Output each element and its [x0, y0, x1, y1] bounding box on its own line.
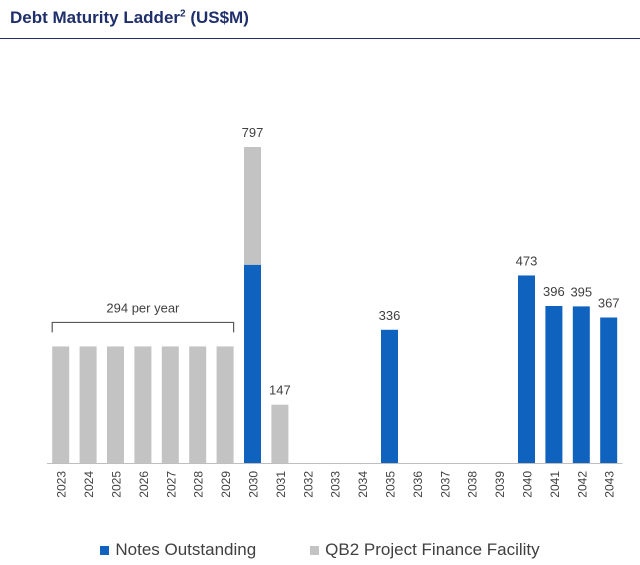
x-tick-label-2031: 2031 — [274, 471, 288, 498]
bar-notes-outstanding-2040 — [518, 275, 535, 463]
data-label-2040: 473 — [516, 253, 538, 268]
bar-notes-outstanding-2035 — [381, 329, 398, 463]
x-tick-label-2034: 2034 — [356, 471, 370, 498]
bar-qb2-project-finance-facility-2023 — [52, 346, 70, 463]
bar-qb2-project-finance-facility-2024 — [79, 346, 97, 463]
legend-item-notes: Notes Outstanding — [100, 540, 256, 560]
x-tick-label-2027: 2027 — [164, 471, 178, 498]
x-tick-label-2039: 2039 — [493, 471, 507, 498]
bar-qb2-project-finance-facility-2030 — [244, 147, 261, 265]
legend-swatch-qb2 — [310, 545, 320, 555]
x-tick-label-2041: 2041 — [548, 471, 562, 498]
x-tick-label-2032: 2032 — [301, 471, 315, 498]
chart-title-text: Debt Maturity Ladder — [10, 8, 181, 27]
x-tick-label-2037: 2037 — [438, 471, 452, 498]
x-tick-label-2025: 2025 — [110, 471, 124, 498]
chart-title-unit: (US$M) — [185, 8, 249, 27]
legend-swatch-notes — [100, 545, 110, 555]
bar-qb2-project-finance-facility-2029 — [216, 346, 234, 463]
bar-notes-outstanding-2042 — [572, 306, 590, 463]
x-tick-label-2033: 2033 — [329, 471, 343, 498]
x-tick-label-2024: 2024 — [82, 471, 96, 498]
legend-item-qb2: QB2 Project Finance Facility — [310, 540, 540, 560]
annotation-text: 294 per year — [106, 300, 180, 315]
x-tick-label-2035: 2035 — [384, 471, 398, 498]
x-tick-label-2040: 2040 — [521, 471, 535, 498]
x-tick-label-2026: 2026 — [137, 471, 151, 498]
data-label-2035: 336 — [379, 308, 401, 323]
bar-notes-outstanding-2041 — [545, 305, 563, 463]
chart-title-superscript: 2 — [180, 8, 186, 20]
chart-title: Debt Maturity Ladder2 (US$M) — [10, 8, 249, 28]
x-tick-label-2043: 2043 — [603, 471, 617, 498]
x-tick-label-2036: 2036 — [411, 471, 425, 498]
x-tick-label-2028: 2028 — [192, 471, 206, 498]
data-label-2030: 797 — [242, 125, 264, 140]
bar-notes-outstanding-2030 — [244, 264, 261, 463]
x-tick-label-2038: 2038 — [466, 471, 480, 498]
title-divider — [0, 38, 640, 39]
bar-notes-outstanding-2043 — [600, 317, 618, 463]
x-tick-label-2042: 2042 — [575, 471, 589, 498]
x-tick-label-2023: 2023 — [55, 471, 69, 498]
legend: Notes Outstanding QB2 Project Finance Fa… — [0, 540, 640, 560]
bar-chart: 2023 2024 2025 2026 2027 2028 2029 2030 2031 2032… — [47, 125, 623, 498]
data-label-2043: 367 — [598, 295, 620, 310]
legend-label-notes: Notes Outstanding — [115, 540, 257, 559]
data-label-2042: 395 — [570, 284, 592, 299]
bar-qb2-project-finance-facility-2027 — [161, 346, 179, 463]
bar-qb2-project-finance-facility-2026 — [134, 346, 152, 463]
legend-label-qb2: QB2 Project Finance Facility — [325, 540, 540, 559]
x-tick-label-2029: 2029 — [219, 471, 233, 498]
bar-qb2-project-finance-facility-2025 — [107, 346, 124, 463]
data-label-2041: 396 — [543, 284, 565, 299]
bar-qb2-project-finance-facility-2031 — [271, 404, 289, 463]
bar-qb2-project-finance-facility-2028 — [189, 346, 207, 463]
data-label-2031: 147 — [269, 383, 291, 398]
x-tick-label-2030: 2030 — [247, 471, 261, 498]
annotation-bracket — [51, 321, 235, 333]
